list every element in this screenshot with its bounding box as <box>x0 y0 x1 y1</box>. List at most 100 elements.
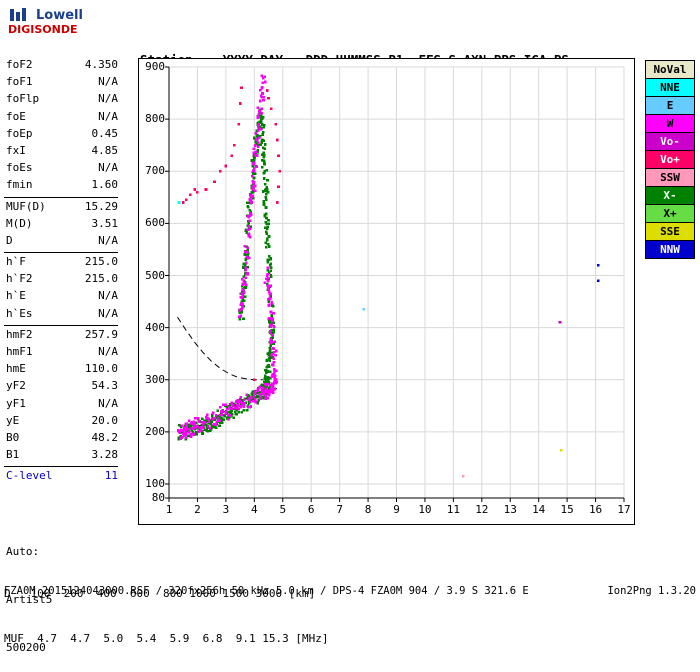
logo-mark-icon <box>10 8 32 22</box>
y-axis-tick-label: 900 <box>145 60 165 73</box>
param-value: N/A <box>98 289 118 303</box>
param-separator <box>4 252 118 254</box>
x-axis-tick-label: 17 <box>617 503 631 516</box>
x-axis-tick-label: 11 <box>446 503 460 516</box>
param-row: foF2 4.350 <box>4 58 120 75</box>
param-row: fmin 1.60 <box>4 178 120 195</box>
x-axis-tick-label: 7 <box>336 503 343 516</box>
param-row: hmE 110.0 <box>4 362 120 379</box>
param-row: yE 20.0 <box>4 414 120 431</box>
y-axis-tick-label: 300 <box>145 372 165 386</box>
legend-item-vo-[interactable]: Vo+ <box>645 150 695 169</box>
y-axis-tick-label: 400 <box>145 320 165 334</box>
param-key: foF1 <box>6 75 33 89</box>
y-axis-tick-label: 80 <box>151 491 165 504</box>
param-row: hmF1 N/A <box>4 345 120 362</box>
series-sse <box>560 448 563 452</box>
param-value: N/A <box>98 306 118 320</box>
param-key: foEp <box>6 126 33 140</box>
param-value: 4.350 <box>84 58 118 71</box>
param-key: h`F2 <box>6 272 33 286</box>
param-key: foE <box>6 109 26 123</box>
y-axis-tick-label: 600 <box>145 216 165 230</box>
muf-value-row: MUF 4.7 4.7 5.0 5.4 5.9 6.8 9.1 15.3 [MH… <box>4 632 329 645</box>
param-row: B1 3.28 <box>4 448 120 465</box>
x-axis-tick-label: 3 <box>222 503 230 516</box>
legend-item-x-[interactable]: X- <box>645 186 695 205</box>
param-row: hmF2 257.9 <box>4 328 120 345</box>
y-axis-tick-label: 500 <box>145 268 165 282</box>
param-value: 215.0 <box>84 272 118 286</box>
legend-item-ssw[interactable]: SSW <box>645 168 695 187</box>
param-value: 3.28 <box>91 448 119 462</box>
param-key: yF1 <box>6 396 26 410</box>
param-value: N/A <box>98 75 118 89</box>
param-key: yF2 <box>6 379 26 393</box>
param-key: h`F <box>6 255 26 269</box>
param-row: foE N/A <box>4 110 120 127</box>
series-e <box>362 308 366 311</box>
series-nnw <box>558 263 600 324</box>
x-axis-tick-label: 1 <box>165 503 173 516</box>
legend-item-vo-[interactable]: Vo- <box>645 132 695 151</box>
param-row: C-level 11 <box>4 469 120 486</box>
legend-item-w[interactable]: W <box>645 114 695 133</box>
muf-distance-table: D 100 200 400 600 800 1000 1500 3000 [km… <box>4 556 329 661</box>
x-axis-tick-label: 4 <box>251 503 258 516</box>
param-value: 110.0 <box>84 362 118 376</box>
series-vo- <box>558 321 562 324</box>
plot-axes <box>165 66 625 502</box>
param-key: hmE <box>6 362 26 376</box>
param-value: N/A <box>98 161 118 175</box>
legend-item-noval[interactable]: NoVal <box>645 60 695 79</box>
file-info-footer: FZA0M_2015124043000.RSF / 320fx256h 50 k… <box>4 585 529 597</box>
x-axis-tick-label: 12 <box>475 503 489 516</box>
param-key: foEs <box>6 161 33 175</box>
y-axis-tick-label: 200 <box>145 424 165 438</box>
series-w <box>177 74 278 440</box>
series-nne <box>177 201 181 204</box>
ionogram-parameter-table: foF2 4.350 foF1 N/A foFlp N/A foE N/A foEp 0.45 fx… <box>4 58 120 487</box>
param-key: h`E <box>6 289 26 303</box>
param-value: N/A <box>98 92 118 106</box>
param-row: M(D) 3.51 <box>4 217 120 234</box>
legend-item-nne[interactable]: NNE <box>645 78 695 97</box>
param-key: hmF1 <box>6 345 33 358</box>
param-row: foEp 0.45 <box>4 127 120 144</box>
param-value: 20.0 <box>91 413 119 427</box>
param-value: 0.45 <box>91 126 119 140</box>
param-key: foFlp <box>6 92 40 106</box>
x-axis-tick-label: 13 <box>503 503 517 516</box>
param-value: 3.51 <box>91 216 119 230</box>
ionogram-plot: 1 2 3 4 5 6 7 8 9 10 11 12 13 14 15 16 17 80 100 200 300 400 5… <box>138 58 635 525</box>
legend-item-nnw[interactable]: NNW <box>645 240 695 259</box>
logo-digisonde-text: DIGISONDE <box>8 23 78 36</box>
legend-item-x-[interactable]: X+ <box>645 204 695 223</box>
param-separator <box>4 196 118 198</box>
ionogram-canvas <box>165 66 625 502</box>
logo-lowell-text: Lowell <box>36 8 83 23</box>
legend-item-sse[interactable]: SSE <box>645 222 695 241</box>
param-row: foF1 N/A <box>4 75 120 92</box>
param-key: h`Es <box>6 306 33 320</box>
param-row: MUF(D) 15.29 <box>4 200 120 217</box>
param-row: h`F 215.0 <box>4 255 120 272</box>
legend-item-e[interactable]: E <box>645 96 695 115</box>
param-value: 215.0 <box>84 255 118 269</box>
y-axis-tick-label: 800 <box>145 112 165 126</box>
param-key: B0 <box>6 430 20 444</box>
param-row: foFlp N/A <box>4 92 120 109</box>
polarization-legend: NoVal NNE E W Vo- Vo+ SSW X- X+ SSE NNW <box>645 60 695 259</box>
param-key: C-level <box>6 469 53 483</box>
param-row: B0 48.2 <box>4 431 120 448</box>
param-value: N/A <box>98 345 118 358</box>
param-row: yF1 N/A <box>4 397 120 414</box>
param-value: 1.60 <box>91 178 119 192</box>
x-axis-tick-label: 6 <box>307 503 315 516</box>
param-key: MUF(D) <box>6 199 46 213</box>
x-axis-tick-label: 9 <box>393 503 400 516</box>
param-row: fxI 4.85 <box>4 144 120 161</box>
param-value: 257.9 <box>84 327 118 341</box>
param-value: 11 <box>104 469 118 483</box>
param-value: 15.29 <box>84 199 118 213</box>
